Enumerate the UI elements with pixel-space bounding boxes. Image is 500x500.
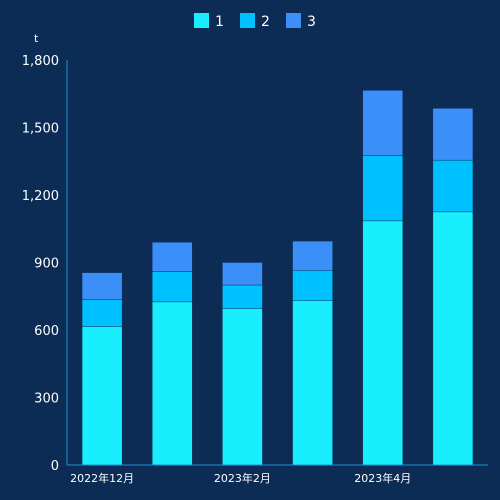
bar-series-1-4[interactable] bbox=[292, 300, 333, 466]
legend-swatch-1[interactable] bbox=[194, 13, 209, 28]
y-tick-label: 1,200 bbox=[22, 189, 59, 204]
bar-series-2-3[interactable] bbox=[222, 284, 263, 309]
x-tick-label: 2023年4月 bbox=[354, 471, 411, 485]
bar-series-1-1[interactable] bbox=[81, 326, 123, 466]
bar-series-1-3[interactable] bbox=[222, 308, 263, 466]
bar-series-2-1[interactable] bbox=[81, 299, 123, 327]
x-axis: 2022年12月 2023年2月 2023年4月 bbox=[67, 464, 488, 485]
x-tick-label: 2023年2月 bbox=[214, 471, 271, 485]
bar-series-3-6[interactable] bbox=[432, 108, 474, 161]
bars bbox=[81, 90, 474, 466]
y-tick-label: 300 bbox=[34, 392, 59, 407]
y-axis-unit-label: t bbox=[34, 32, 39, 45]
bar-series-3-3[interactable] bbox=[222, 262, 263, 286]
y-tick-label: 900 bbox=[34, 257, 59, 272]
bar-series-3-5[interactable] bbox=[362, 90, 403, 156]
y-tick-label: 600 bbox=[34, 324, 59, 339]
bar-series-1-2[interactable] bbox=[152, 301, 193, 466]
legend-label-2[interactable]: 2 bbox=[261, 14, 270, 30]
legend: 1 2 3 bbox=[194, 13, 316, 30]
y-tick-label: 1,800 bbox=[22, 54, 59, 69]
legend-swatch-3[interactable] bbox=[286, 13, 301, 28]
y-axis: 0 300 600 900 1,200 1,500 1,800 bbox=[22, 54, 68, 474]
bar-series-2-2[interactable] bbox=[152, 271, 193, 303]
legend-swatch-2[interactable] bbox=[240, 13, 255, 28]
bar-series-1-6[interactable] bbox=[432, 211, 474, 466]
bar-series-3-1[interactable] bbox=[81, 272, 123, 300]
legend-label-3[interactable]: 3 bbox=[307, 14, 316, 30]
bar-series-1-5[interactable] bbox=[362, 220, 403, 466]
x-tick-label: 2022年12月 bbox=[70, 471, 134, 485]
bar-series-2-6[interactable] bbox=[432, 159, 474, 213]
y-tick-label: 0 bbox=[51, 459, 59, 474]
bar-series-3-2[interactable] bbox=[152, 242, 193, 272]
legend-label-1[interactable]: 1 bbox=[215, 14, 224, 30]
bar-series-2-5[interactable] bbox=[362, 155, 403, 222]
bar-series-3-4[interactable] bbox=[292, 240, 333, 271]
bar-series-2-4[interactable] bbox=[292, 270, 333, 301]
y-tick-label: 1,500 bbox=[22, 122, 59, 137]
